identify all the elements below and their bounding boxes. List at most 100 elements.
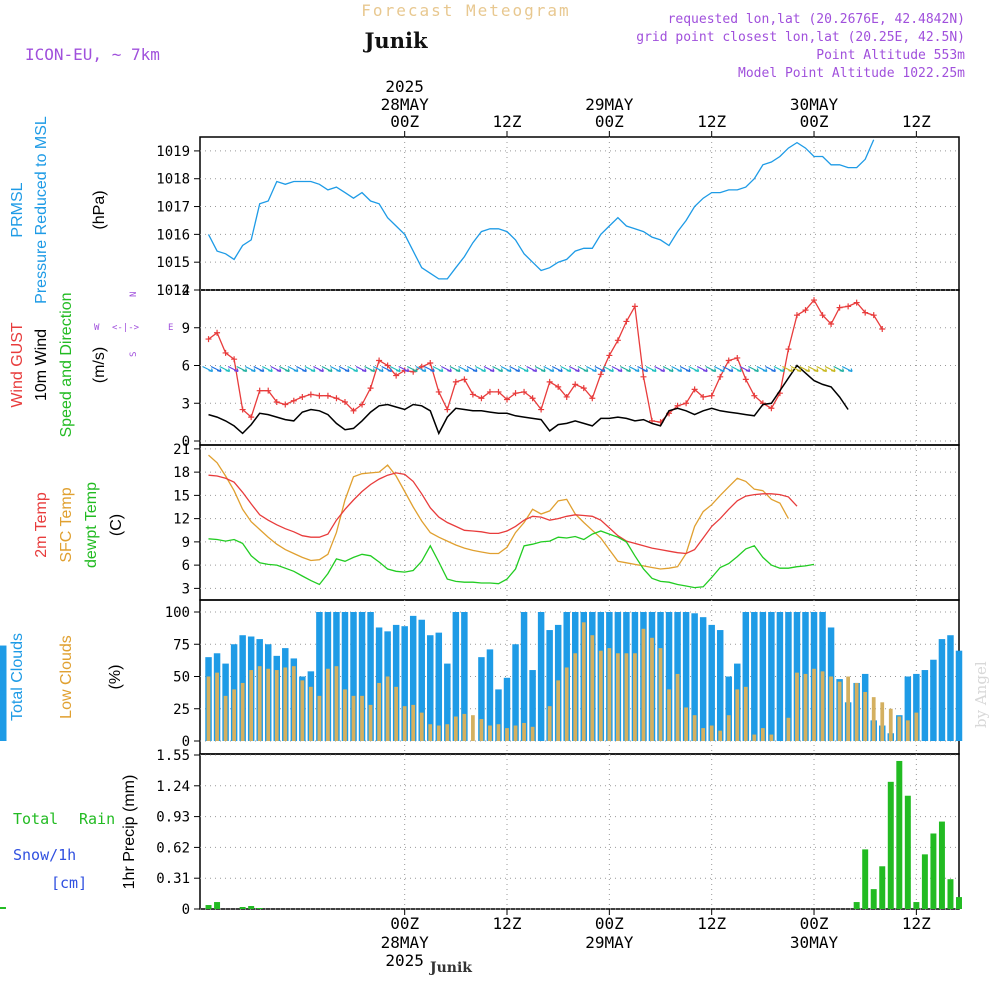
low-cloud-bar: [581, 622, 586, 741]
wind-arrow: [611, 365, 623, 373]
gust-point: [717, 373, 724, 380]
gust-point: [631, 303, 638, 310]
y-tick-label: 6: [182, 558, 190, 574]
low-cloud-bar: [854, 682, 859, 741]
total-cloud-bar: [418, 619, 425, 741]
location-name: Junik: [363, 28, 428, 53]
gust-line: [208, 298, 883, 423]
gust-point: [427, 359, 434, 366]
gust-point: [572, 381, 579, 388]
low-cloud-bar: [513, 725, 518, 741]
gust-point: [597, 371, 604, 378]
gust-point: [853, 299, 860, 306]
low-cloud-bar: [334, 666, 339, 741]
gust-point: [751, 392, 758, 399]
low-cloud-bar: [317, 695, 322, 741]
top-hour-label: 00Z: [390, 112, 419, 131]
wind-arrow: [517, 365, 529, 373]
y-tick-label: 3: [182, 581, 190, 597]
total-cloud-bar: [921, 670, 929, 741]
low-cloud-bar: [496, 724, 501, 741]
wind-arrow: [279, 365, 290, 373]
low-cloud-bar: [206, 676, 211, 741]
total-cloud-bar: [461, 612, 468, 741]
wind-arrow: [406, 365, 418, 373]
wind-arrow: [551, 365, 563, 373]
point-altitude: Point Altitude 553m: [816, 48, 965, 63]
wind-arrow: [739, 365, 751, 373]
low-cloud-bar: [752, 734, 757, 741]
total-cloud-bar: [503, 677, 511, 741]
y-tick-label: 1019: [156, 144, 190, 160]
dewpoint-line: [208, 530, 815, 589]
wind-arrow: [423, 365, 435, 373]
gust-point: [845, 303, 852, 310]
gust-point: [384, 362, 391, 369]
chart-title: Forecast Meteogram: [361, 1, 570, 20]
wind-arrow: [534, 365, 546, 373]
y-tick-label: 0.31: [156, 871, 190, 887]
low-cloud-bar: [564, 667, 569, 741]
low-cloud-bar: [650, 637, 654, 741]
total-cloud-bar: [716, 630, 724, 741]
panel-label-cloud-0: Total Clouds: [9, 633, 26, 721]
wind-arrow: [756, 365, 768, 373]
precip-bar: [853, 902, 860, 909]
gust-point: [708, 392, 715, 399]
bottom-hour-label: 12Z: [493, 914, 522, 933]
low-cloud-bar: [607, 648, 612, 741]
low-cloud-bar: [394, 686, 399, 741]
wind-arrow: [202, 365, 214, 373]
total-cloud-bar: [392, 624, 400, 741]
wind-arrow: [662, 365, 674, 373]
total-cloud-bar: [947, 635, 954, 741]
low-cloud-bar: [300, 680, 305, 741]
low-cloud-bar: [445, 724, 450, 741]
wind-arrow: [338, 365, 350, 373]
wind-arrow: [330, 365, 342, 373]
y-tick-label: 15: [173, 488, 190, 504]
low-cloud-bar: [385, 676, 390, 741]
low-cloud-bar: [232, 689, 236, 741]
gust-point: [333, 395, 340, 402]
gust-point: [256, 387, 263, 394]
y-tick-label: 1016: [156, 227, 190, 243]
total-cloud-bar: [444, 663, 451, 741]
low-cloud-bar: [351, 695, 356, 741]
low-cloud-bar: [812, 668, 816, 741]
wind-arrow: [671, 365, 683, 373]
total-cloud-bar: [708, 624, 715, 741]
panel-label-temp-1: SFC Temp: [58, 487, 75, 562]
panel-label-precip-0: 1hr Precip (mm): [121, 775, 138, 890]
gust-point: [811, 297, 818, 304]
low-cloud-bar: [573, 653, 578, 741]
gust-point: [376, 357, 383, 364]
low-cloud-bar: [829, 676, 833, 741]
gust-point: [307, 391, 314, 398]
total-cloud-bar: [699, 617, 707, 741]
precip-legend-rain: Rain: [79, 810, 115, 828]
gust-point: [802, 307, 809, 314]
gust-point: [700, 393, 707, 400]
total-cloud-bar: [691, 613, 698, 741]
gust-point: [546, 378, 553, 385]
low-cloud-bar: [343, 689, 347, 741]
compass-n: N: [129, 292, 139, 297]
wind-arrow: [705, 365, 717, 373]
gust-point: [341, 398, 348, 405]
wind-arrow: [594, 365, 606, 373]
low-cloud-bar: [743, 686, 748, 741]
wind-arrow: [270, 365, 282, 373]
gust-point: [478, 395, 485, 402]
total-cloud-bar: [350, 612, 357, 741]
low-cloud-bar: [471, 715, 475, 741]
low-cloud-bar: [820, 671, 825, 741]
gust-point: [435, 388, 442, 395]
y-axes: 1014 1015 1016 1017 1018 1019 0 3 6 9 12 3 6 9 12 15 18 2…: [156, 144, 200, 918]
precip-bar: [913, 902, 920, 909]
gust-point: [563, 393, 570, 400]
low-cloud-bar: [530, 726, 535, 741]
wind-arrow: [219, 365, 231, 373]
total-cloud-bar: [955, 650, 963, 741]
gust-point: [742, 376, 749, 383]
